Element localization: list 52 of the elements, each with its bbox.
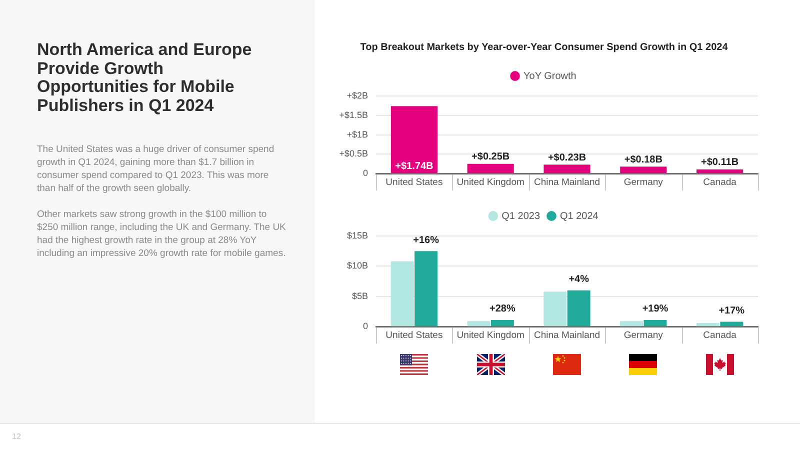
x-tick-label: United States (386, 176, 443, 188)
x-tick-label: Canada (703, 330, 738, 341)
bar (544, 292, 567, 326)
bar (720, 322, 744, 326)
data-label: +$0.25B (472, 152, 510, 163)
legend-label: YoY Growth (524, 70, 576, 82)
data-label: +$0.23B (548, 152, 586, 164)
data-label: +$0.11B (701, 157, 739, 168)
bar (567, 290, 590, 326)
text: North America and Europe Provide Growth Opportunities for Mobile Publishers in Q1 2024 (37, 40, 253, 116)
annotation: +4% (568, 274, 590, 286)
bar (644, 320, 667, 326)
y-tick-label: +$2B (346, 90, 368, 100)
x-tick-label: Germany (624, 176, 664, 188)
bar (467, 164, 514, 174)
x-tick-label: United Kingdom (456, 176, 524, 188)
bar (544, 164, 590, 174)
bar (620, 321, 644, 326)
text: 12 (12, 432, 21, 441)
legend-label: Q1 2023 (502, 210, 540, 222)
chart-title: Top Breakout Markets by Year-over-Year Consumer Spend Growth in Q1 2024 (360, 42, 728, 53)
x-tick-label: China Mainland (534, 330, 600, 341)
data-label: +$1.74B (395, 160, 434, 172)
data-label: +$0.18B (624, 154, 662, 166)
y-tick-label: $10B (346, 260, 368, 271)
bar (467, 321, 490, 326)
y-tick-label: +$1B (346, 129, 368, 140)
legend-label: Q1 2024 (560, 210, 599, 222)
bar (620, 166, 667, 174)
bar (696, 169, 744, 174)
x-tick-label: United States (386, 330, 443, 341)
x-tick-label: United Kingdom (456, 330, 524, 341)
x-tick-label: Canada (703, 176, 738, 188)
text: Other markets saw strong growth in the $100 million to $250 million range, including the UK and Germany. The UK had the highest growth rate in the group at 28% YoY including an impressive 20% growth rate for mobile games. (37, 208, 287, 260)
bar (490, 320, 514, 326)
bar (696, 322, 720, 326)
bar (414, 251, 438, 326)
annotation: +19% (642, 304, 668, 315)
y-tick-label: 0 (362, 168, 368, 178)
y-tick-label: +$0.5B (339, 148, 368, 159)
annotation: +16% (413, 234, 440, 246)
annotation: +17% (718, 306, 745, 317)
y-tick-label: $5B (352, 290, 368, 301)
annotation: +28% (490, 304, 516, 315)
bar (390, 106, 438, 174)
x-tick-label: China Mainland (534, 176, 600, 188)
text: The United States was a huge driver of consumer spend growth in Q1 2024, gaining more than $1.7 billion in consumer spend compared to Q1 2023. This was more than half of the growth seen globally. (37, 143, 276, 195)
bar (390, 261, 414, 326)
y-tick-label: 0 (362, 321, 368, 332)
y-tick-label: $15B (346, 230, 368, 240)
x-tick-label: Germany (624, 330, 664, 341)
y-tick-label: +$1.5B (339, 110, 368, 120)
